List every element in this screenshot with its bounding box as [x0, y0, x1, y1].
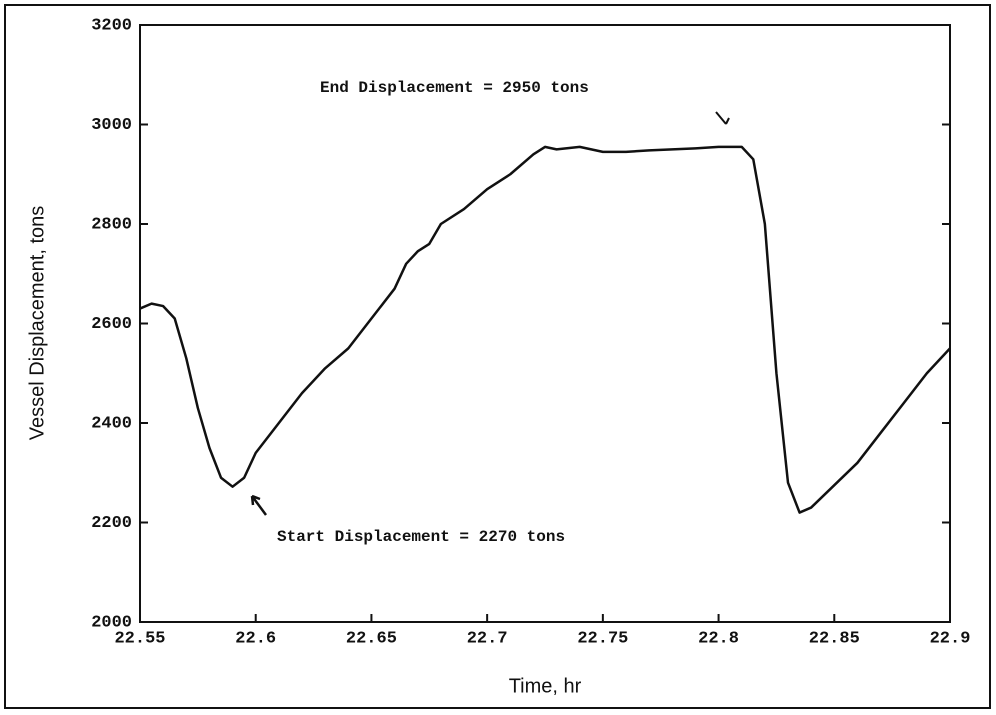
y-tick-label: 2600 [91, 315, 132, 334]
y-tick-label: 2400 [91, 414, 132, 433]
y-tick-label: 2200 [91, 514, 132, 533]
arrow [715, 111, 730, 125]
y-tick-label: 2800 [91, 215, 132, 234]
arrow [250, 494, 268, 516]
x-tick-label: 22.85 [809, 629, 860, 648]
y-tick-label: 3000 [91, 116, 132, 135]
y-tick-label: 2000 [91, 613, 132, 632]
x-tick-label: 22.7 [467, 629, 508, 648]
x-tick-label: 22.9 [930, 629, 971, 648]
annotation: Start Displacement = 2270 tons [277, 528, 565, 546]
x-tick-label: 22.75 [577, 629, 628, 648]
x-tick-label: 22.55 [114, 629, 165, 648]
x-axis-label: Time, hr [509, 675, 582, 697]
data-line [139, 145, 951, 514]
x-tick-label: 22.6 [235, 629, 276, 648]
annotation: End Displacement = 2950 tons [320, 79, 589, 97]
frame [4, 4, 991, 709]
x-tick-label: 22.65 [346, 629, 397, 648]
x-tick-label: 22.8 [698, 629, 739, 648]
y-axis-label: Vessel Displacement, tons [26, 206, 48, 441]
y-tick-label: 3200 [91, 16, 132, 35]
